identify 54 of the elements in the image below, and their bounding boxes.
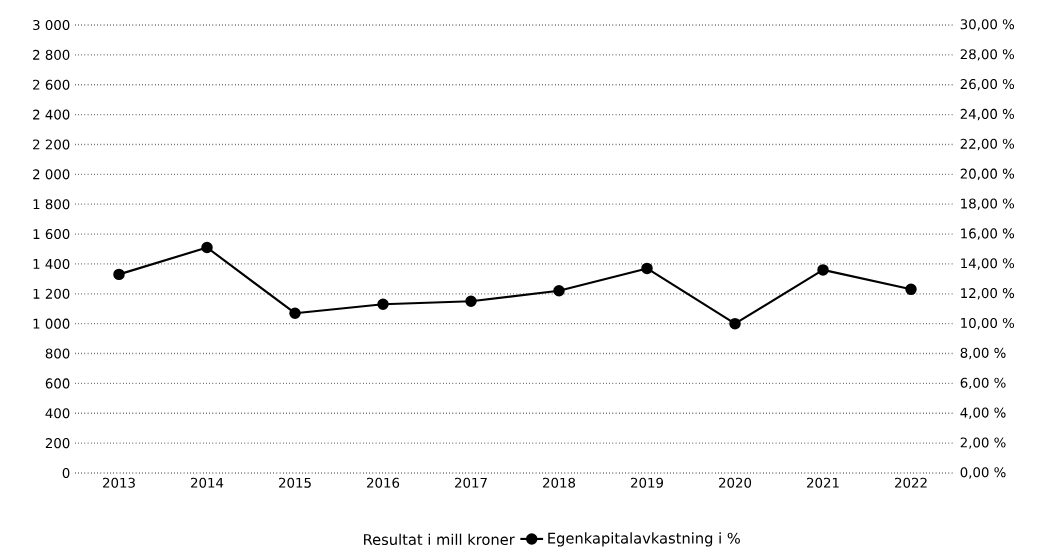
y2-tick-label: 26,00 % [960, 79, 1015, 91]
y-tick-label: 1 400 [33, 258, 70, 269]
y-tick-label: 2 000 [33, 169, 70, 180]
point [377, 298, 389, 310]
x-tick-label: 2013 [103, 477, 135, 488]
text: Resultat i mill kroner [364, 533, 515, 546]
y-tick-label: 2 400 [33, 109, 70, 120]
y2-tick-label: 10,00 % [961, 317, 1015, 330]
y2-tick-label: 12,00 % [961, 288, 1015, 300]
y-tick-label: 1 600 [33, 229, 70, 240]
y-tick-label: 200 [45, 438, 70, 449]
point [817, 264, 829, 276]
point [113, 268, 125, 281]
x-tick-label: 2021 [807, 477, 839, 488]
y2-tick-label: 22,00 % [960, 138, 1015, 151]
y-tick-label: 600 [45, 378, 70, 389]
y2-tick-label: 30,00 % [960, 19, 1015, 31]
point [465, 295, 477, 308]
y2-tick-label: 2,00 % [960, 437, 1006, 449]
y-tick-label: 800 [45, 348, 70, 359]
y-tick-label: 1 000 [33, 318, 70, 329]
y-tick-label: 0 [62, 467, 70, 479]
x-tick-label: 2019 [631, 477, 664, 488]
x-tick-label: 2018 [543, 477, 576, 488]
x-tick-label: 2020 [719, 477, 752, 488]
y2-tick-label: 24,00 % [960, 108, 1015, 121]
point [729, 317, 741, 330]
point [201, 241, 213, 254]
y2-tick-label: 0,00 % [960, 467, 1006, 479]
point [553, 285, 565, 297]
x-tick-label: 2017 [455, 477, 487, 488]
y2-tick-label: 16,00 % [961, 228, 1015, 240]
y2-tick-label: 8,00 % [960, 347, 1006, 360]
y-tick-label: 2 200 [33, 139, 70, 150]
y2-tick-label: 20,00 % [960, 168, 1015, 181]
y-tick-label: 1 800 [33, 199, 70, 210]
y-tick-label: 3 000 [33, 19, 70, 31]
y-tick-label: 2 800 [33, 49, 70, 60]
point [905, 283, 917, 296]
point [289, 307, 301, 319]
x-tick-label: 2014 [191, 477, 224, 488]
y2-tick-label: 28,00 % [960, 49, 1015, 61]
x-tick-label: 2022 [895, 477, 927, 488]
y2-tick-label: 4,00 % [960, 407, 1006, 419]
y2-tick-label: 6,00 % [960, 377, 1006, 390]
y2-tick-label: 14,00 % [961, 258, 1015, 270]
y-tick-label: 1 200 [33, 288, 70, 299]
y-tick-label: 400 [45, 408, 70, 419]
legend-label: Egenkapitalavkastning i % [548, 532, 740, 547]
y-tick-label: 2 600 [33, 79, 70, 90]
point [641, 262, 653, 275]
x-tick-label: 2015 [279, 477, 311, 488]
x-tick-label: 2016 [367, 477, 400, 488]
y2-tick-label: 18,00 % [961, 198, 1015, 210]
